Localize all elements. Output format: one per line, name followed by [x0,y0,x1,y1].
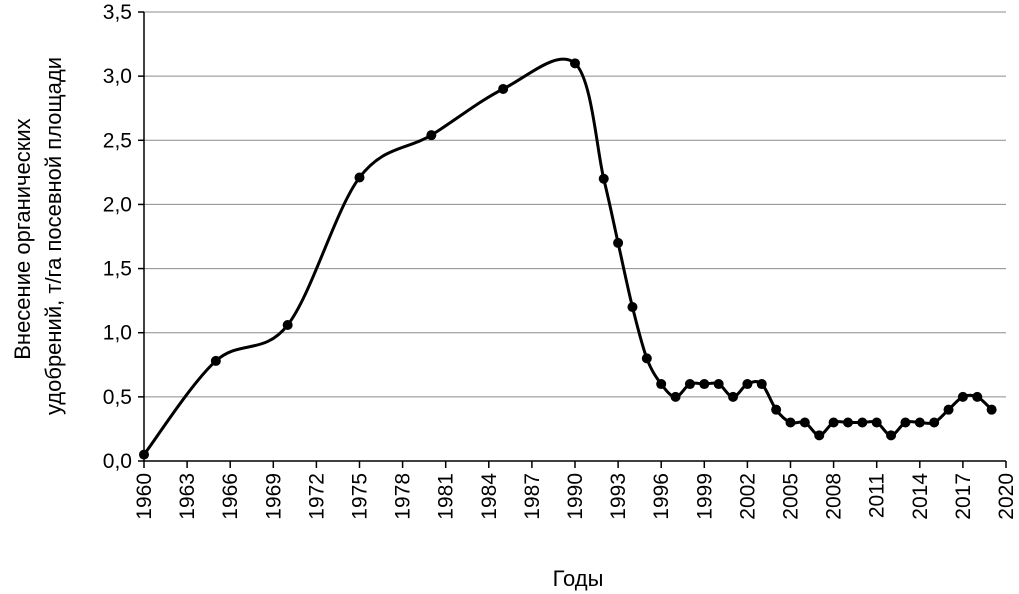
data-point [799,417,810,428]
data-series [142,57,993,456]
x-tick-label: 1963 [176,473,199,520]
data-point [684,379,695,390]
x-tick-label: 1966 [219,473,242,520]
data-point [613,237,624,248]
x-tick-label: 2011 [866,473,889,518]
data-point [627,302,638,313]
y-tick-label: 1,0 [103,322,132,345]
data-point [914,417,925,428]
data-point [598,173,609,184]
x-tick-label: 1969 [262,473,285,520]
data-point [656,379,667,390]
x-tick-label: 2002 [736,473,759,520]
data-point [742,379,753,390]
data-point [986,404,997,415]
y-tick-label: 1,5 [103,258,132,281]
x-tick-label: 2005 [780,473,803,520]
data-point [756,379,767,390]
x-tick-label: 1978 [392,473,415,520]
x-tick-label: 1981 [435,473,458,520]
axis-ticks: 0,0 0,5 1,0 1,5 2,0 2,5 3,0 3,5 1960 1963 1966 1969… [103,1,1018,520]
gridlines [144,11,1006,398]
data-point [498,83,509,94]
data-point [814,430,825,441]
data-point [728,391,739,402]
x-tick-label: 2017 [952,473,975,520]
x-tick-label: 1987 [521,473,544,520]
y-tick-label: 0,5 [103,386,132,409]
data-point [713,379,724,390]
data-point [871,417,882,428]
data-point [943,404,954,415]
x-tick-label: 1960 [133,473,156,520]
y-tick-label: 3,0 [103,65,132,88]
data-point [570,58,580,69]
data-point [426,130,437,141]
y-axis-title-line-1: Внесение органических [10,118,35,359]
x-tick-label: 2020 [995,473,1018,520]
data-point [842,417,853,428]
x-tick-label: 1993 [607,473,630,520]
y-axis-title-line-2: удобрений, т/га посевной площади [41,57,66,415]
data-point [828,417,839,428]
y-tick-label: 3,5 [103,1,132,24]
data-point [139,449,149,460]
y-tick-label: 2,0 [103,193,132,216]
x-tick-label: 2014 [909,473,932,520]
data-point [210,355,221,366]
x-tick-label: 1990 [564,473,587,520]
data-markers [139,58,997,460]
x-tick-label: 1999 [693,473,716,520]
data-point [771,404,782,415]
data-point [785,417,796,428]
x-tick-label: 1984 [478,473,501,520]
data-point [670,391,681,402]
x-axis-title: Годы [553,566,604,591]
data-point [641,353,652,364]
x-tick-label: 1972 [305,473,328,520]
data-point [957,391,968,402]
data-point [929,417,940,428]
data-point [886,430,897,441]
x-tick-label: 1996 [650,473,673,520]
x-tick-label: 2008 [823,473,846,520]
data-point [972,391,983,402]
y-axis-title: Внесение органических удобрений, т/га по… [10,57,66,415]
data-point [900,417,911,428]
x-tick-label: 1975 [349,473,372,520]
y-tick-label: 2,5 [103,129,132,152]
series-line [142,57,993,456]
axes [143,12,1006,462]
data-point [282,320,293,331]
data-point [699,379,710,390]
data-point [857,417,868,428]
data-point [354,172,365,183]
y-tick-label: 0,0 [103,450,132,473]
